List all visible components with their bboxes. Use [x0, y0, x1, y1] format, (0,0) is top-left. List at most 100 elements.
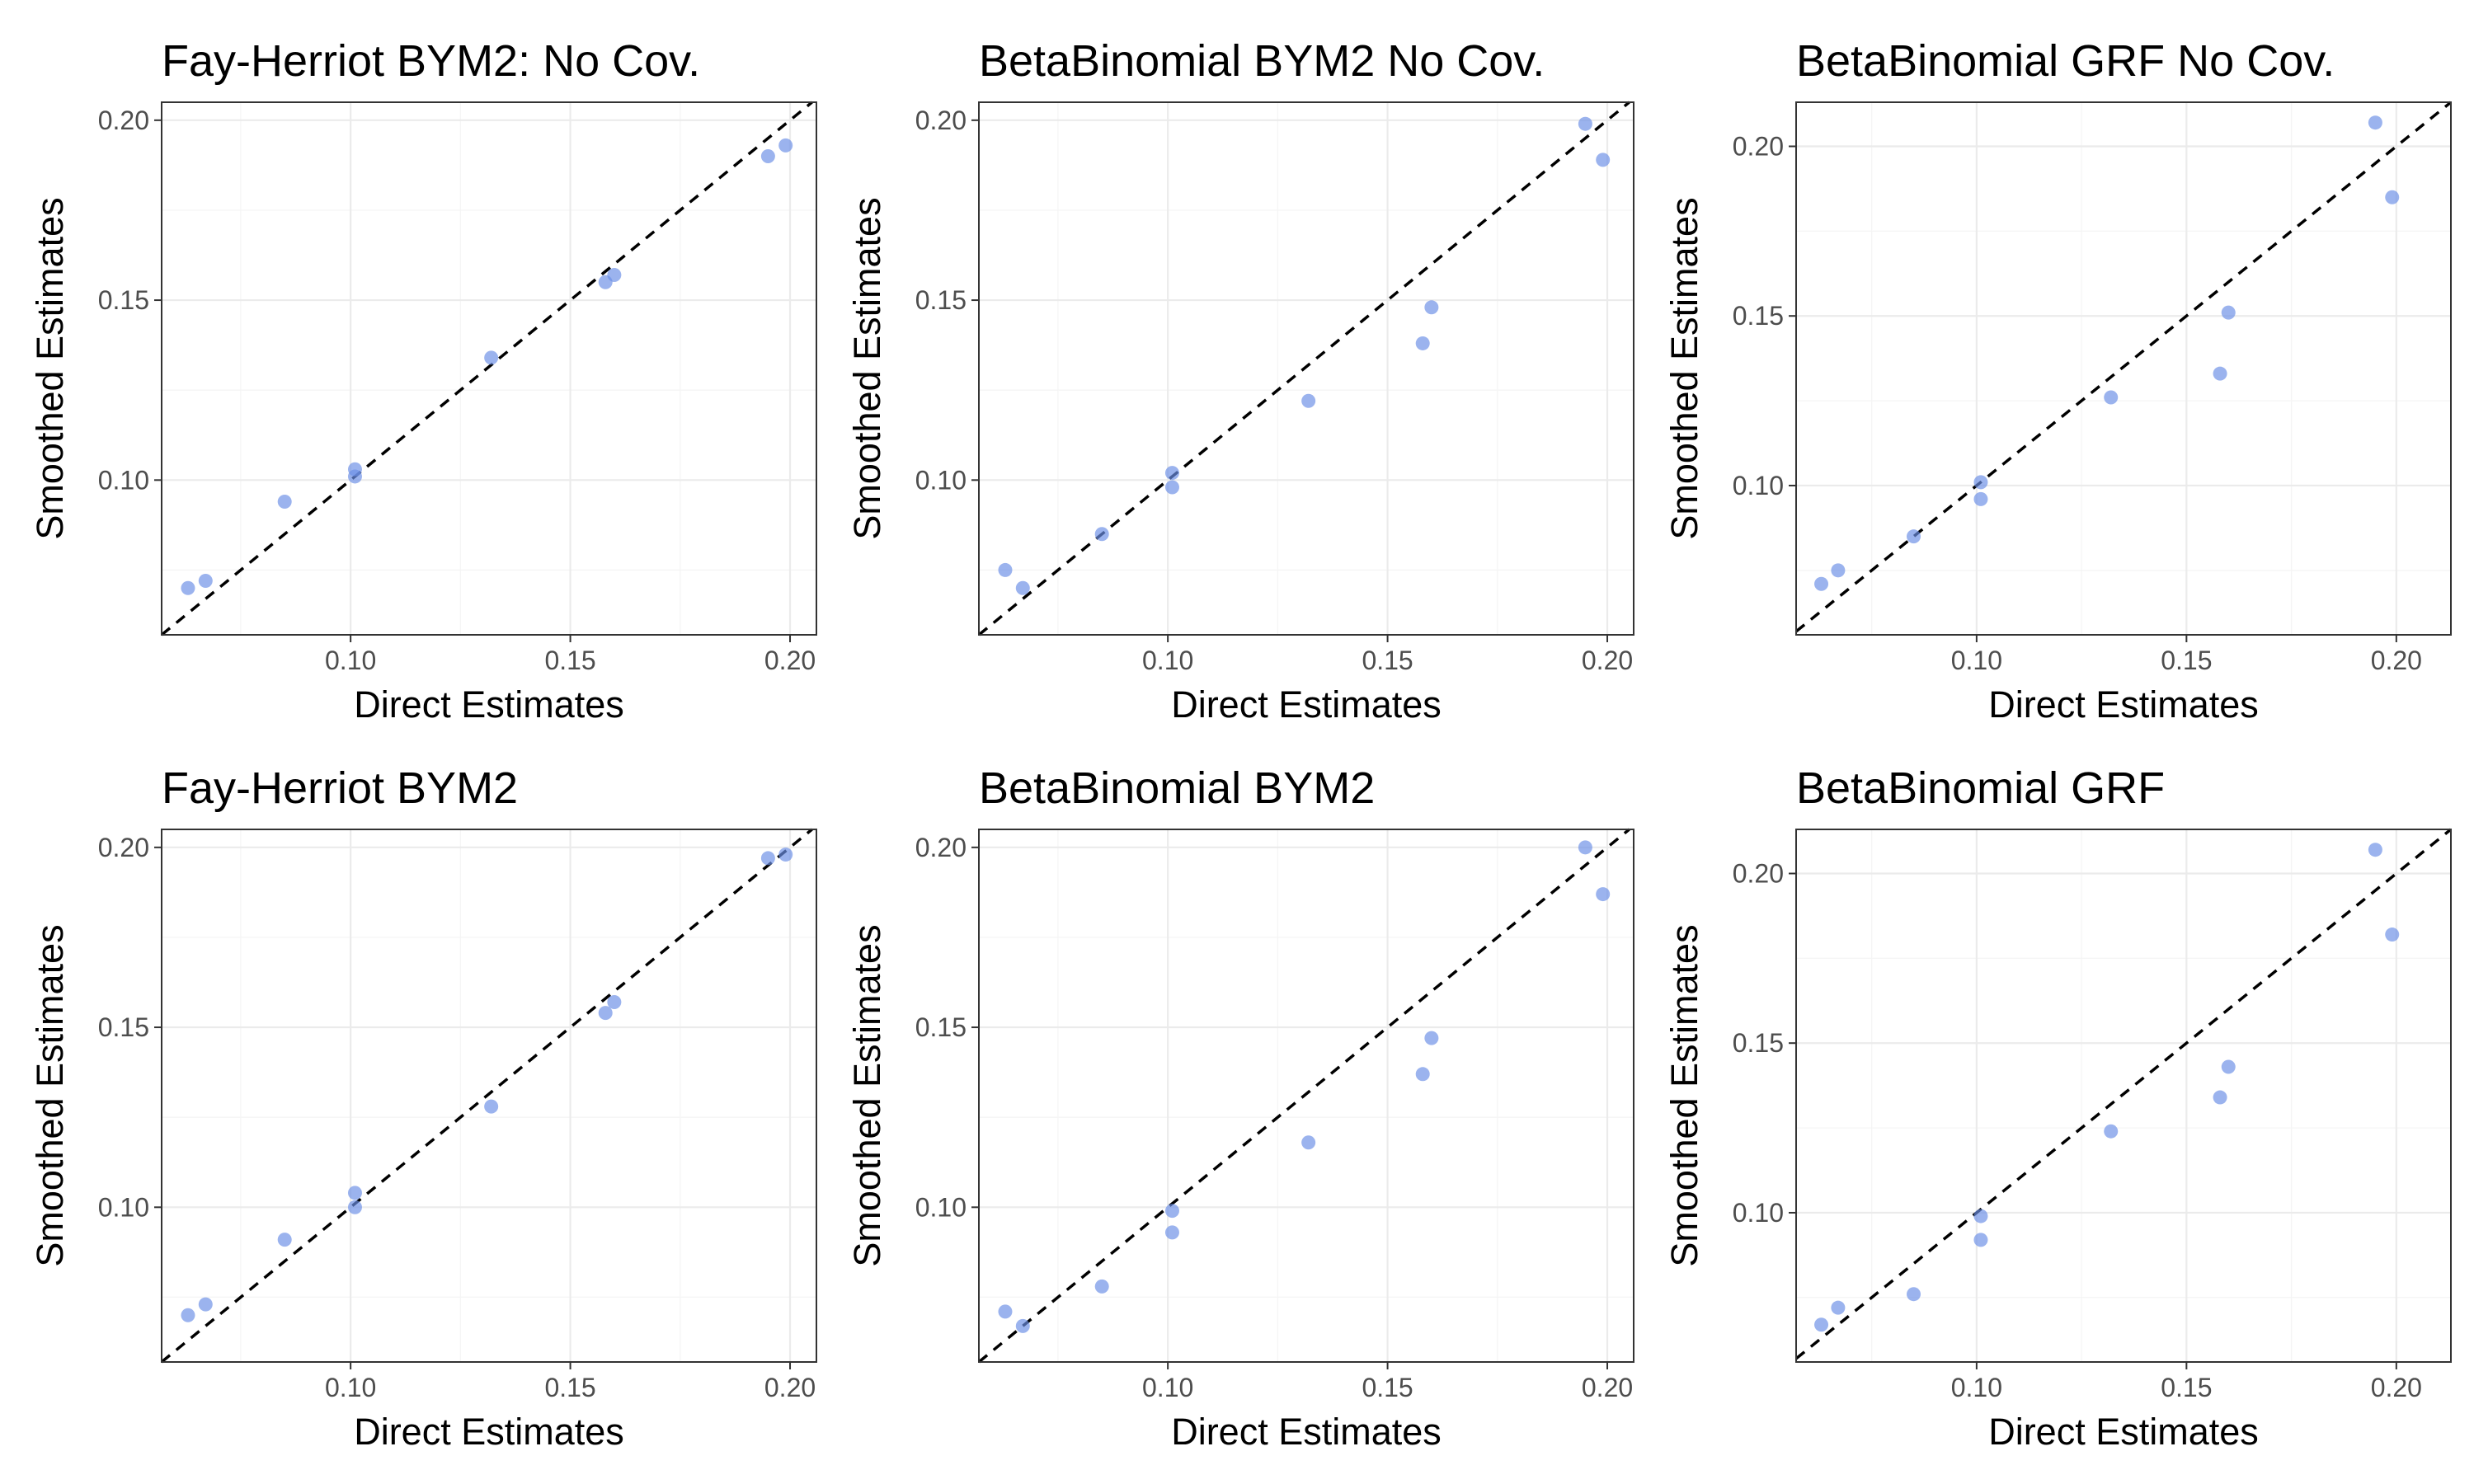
data-point	[1578, 840, 1592, 855]
panel-border	[161, 101, 817, 636]
data-point	[2368, 843, 2382, 857]
data-point	[1814, 1317, 1829, 1332]
data-point	[1301, 393, 1316, 408]
data-point	[2221, 305, 2236, 320]
data-point	[1164, 1225, 1179, 1240]
panel-title: BetaBinomial BYM2	[979, 763, 1375, 813]
data-point	[598, 1006, 613, 1021]
x-tick-label: 0.20	[764, 1373, 816, 1402]
data-point	[1907, 1287, 1921, 1302]
data-point	[2104, 390, 2119, 405]
data-point	[1814, 576, 1829, 591]
data-point	[1094, 1279, 1109, 1294]
y-tick-label: 0.20	[98, 106, 149, 135]
data-point	[2385, 928, 2400, 942]
y-tick-label: 0.10	[1733, 471, 1784, 500]
y-tick-label: 0.20	[915, 106, 967, 135]
data-point	[1164, 480, 1179, 495]
data-point	[181, 1308, 195, 1322]
panel-border	[1795, 829, 2452, 1363]
y-tick-label: 0.15	[915, 1012, 967, 1042]
data-point	[2368, 115, 2382, 130]
x-axis-label: Direct Estimates	[1171, 1411, 1442, 1453]
panel-border	[978, 829, 1634, 1363]
data-point	[2213, 1090, 2227, 1105]
data-point	[778, 848, 793, 862]
panel-3: 0.10 0.15 0.20 0.10 0.15 0.20 BetaBinomial GRF…	[1663, 36, 2453, 726]
x-axis-label: Direct Estimates	[1171, 683, 1442, 726]
data-point	[277, 495, 292, 509]
x-axis-label: Direct Estimates	[1988, 1411, 2259, 1453]
identity-reference-line	[1794, 828, 2453, 1360]
data-point	[760, 851, 775, 866]
y-tick-label: 0.20	[98, 833, 149, 862]
data-point	[2104, 1124, 2119, 1139]
y-tick-label: 0.20	[915, 833, 967, 862]
data-point	[1831, 563, 1846, 578]
data-point	[2221, 1059, 2236, 1074]
data-point	[2213, 366, 2227, 381]
data-point	[277, 1233, 292, 1247]
data-point	[198, 574, 213, 589]
data-point	[1578, 116, 1592, 131]
x-tick-label: 0.20	[1582, 1373, 1633, 1402]
panel-border	[978, 101, 1634, 636]
panel-title: BetaBinomial GRF No Cov.	[1796, 36, 2335, 86]
x-tick-label: 0.20	[1582, 646, 1633, 675]
y-tick-label: 0.10	[915, 1192, 967, 1222]
y-tick-label: 0.15	[1733, 1028, 1784, 1058]
identity-reference-line	[977, 101, 1630, 636]
y-axis-label: Smoothed Estimates	[1663, 924, 1705, 1266]
data-point	[760, 148, 775, 163]
x-tick-label: 0.20	[2371, 1373, 2422, 1402]
data-point	[1424, 1031, 1439, 1045]
data-point	[1164, 1204, 1179, 1219]
data-point	[347, 462, 362, 477]
x-tick-label: 0.10	[1142, 1373, 1193, 1402]
data-point	[484, 1099, 499, 1114]
data-point	[1831, 1300, 1846, 1315]
y-tick-label: 0.15	[98, 1012, 149, 1042]
data-point	[998, 562, 1013, 577]
data-point	[1015, 580, 1030, 595]
data-point	[1301, 1135, 1316, 1150]
data-point	[484, 350, 499, 365]
data-point	[1415, 336, 1430, 350]
x-tick-label: 0.15	[1362, 646, 1413, 675]
data-point	[1164, 466, 1179, 481]
panel-title: Fay-Herriot BYM2: No Cov.	[162, 36, 700, 86]
x-tick-label: 0.15	[544, 646, 595, 675]
y-tick-label: 0.10	[915, 465, 967, 495]
x-axis-label: Direct Estimates	[354, 683, 624, 726]
x-axis-label: Direct Estimates	[1988, 683, 2259, 726]
data-point	[198, 1297, 213, 1312]
data-point	[607, 268, 622, 283]
x-tick-label: 0.15	[1362, 1373, 1413, 1402]
x-tick-label: 0.15	[2161, 1373, 2212, 1402]
data-point	[181, 580, 195, 595]
identity-reference-line	[1794, 101, 2453, 633]
x-tick-label: 0.20	[764, 646, 816, 675]
data-point	[1596, 153, 1611, 167]
x-tick-label: 0.10	[325, 646, 376, 675]
x-tick-label: 0.15	[2161, 646, 2212, 675]
y-tick-label: 0.15	[1733, 301, 1784, 331]
y-tick-label: 0.20	[1733, 858, 1784, 888]
identity-reference-line	[160, 828, 813, 1364]
data-point	[347, 1200, 362, 1214]
data-point	[1973, 1233, 1988, 1247]
x-tick-label: 0.20	[2371, 646, 2422, 675]
data-point	[347, 1186, 362, 1200]
y-axis-label: Smoothed Estimates	[846, 924, 888, 1266]
y-axis-label: Smoothed Estimates	[1663, 197, 1705, 539]
panel-1: 0.10 0.15 0.20 0.10 0.15 0.20 Fay-Herriot BYM2…	[29, 36, 817, 726]
y-axis-label: Smoothed Estimates	[29, 197, 71, 539]
y-axis-label: Smoothed Estimates	[846, 197, 888, 539]
panel-border	[1795, 101, 2452, 636]
y-tick-label: 0.15	[915, 285, 967, 315]
data-point	[1094, 527, 1109, 542]
panel-6: 0.10 0.15 0.20 0.10 0.15 0.20 BetaBinomial GRF…	[1663, 763, 2453, 1453]
data-point	[1015, 1318, 1030, 1333]
y-tick-label: 0.10	[1733, 1198, 1784, 1228]
